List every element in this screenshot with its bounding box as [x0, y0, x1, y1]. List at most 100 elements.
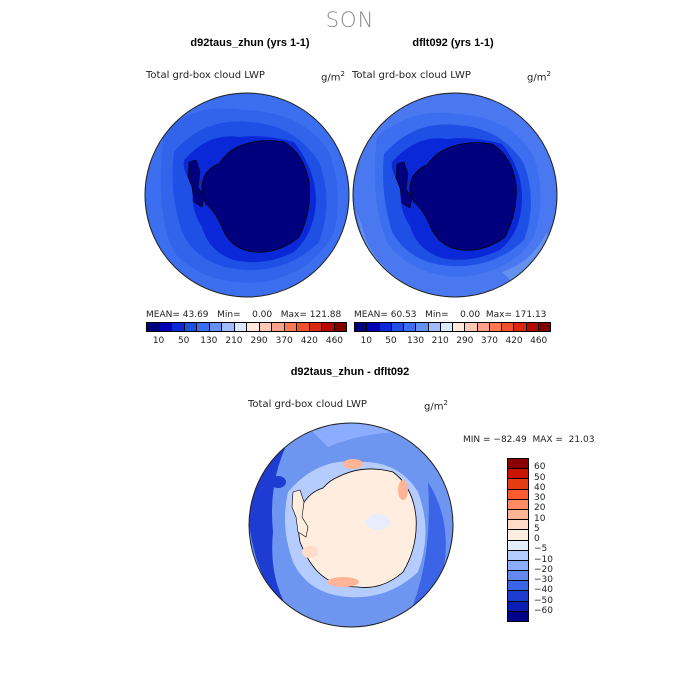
colorbar-swatch: [197, 323, 210, 331]
colorbar-tick-label: 60: [534, 462, 546, 473]
colorbar-swatch: [508, 489, 528, 500]
colorbar-swatch: [477, 323, 490, 331]
colorbar-tick-label: 20: [534, 503, 546, 514]
panel2-units: g/m2: [527, 70, 551, 84]
colorbar-tick-label: 460: [530, 336, 548, 346]
colorbar-swatch: [234, 323, 247, 331]
colorbar-swatch: [297, 323, 310, 331]
colorbar-swatch: [379, 323, 392, 331]
panel1-mean: 43.69: [182, 310, 209, 320]
colorbar-tick-label: 50: [534, 472, 546, 483]
colorbar-swatch: [502, 323, 515, 331]
colorbar-tick-label: 40: [534, 482, 546, 493]
colorbar-swatch: [272, 323, 285, 331]
colorbar-swatch: [184, 323, 197, 331]
colorbar-swatch: [508, 591, 528, 602]
colorbar-swatch: [428, 323, 441, 331]
panel2-variable-label: Total grd-box cloud LWP: [352, 70, 471, 81]
colorbar-swatch: [355, 323, 368, 331]
colorbar-swatch: [159, 323, 172, 331]
colorbar-tick-label: 0: [534, 534, 540, 544]
colorbar-swatch: [440, 323, 453, 331]
panel1-stats: MEAN= 43.69 Min= 0.00 Max= 121.88: [146, 310, 342, 320]
panel1-variable-label: Total grd-box cloud LWP: [146, 70, 265, 81]
diff-map: [248, 422, 454, 628]
panel2-colorbar-ticks: 10 50 130 210 290 370 420 460: [354, 336, 551, 348]
colorbar-swatch: [538, 323, 550, 331]
colorbar-swatch: [209, 323, 222, 331]
diff-variable-label: Total grd-box cloud LWP: [248, 399, 367, 410]
colorbar-swatch: [404, 323, 417, 331]
colorbar-swatch: [508, 540, 528, 551]
colorbar-tick-label: −5: [534, 544, 548, 555]
panel2-title: dflt092 (yrs 1-1): [412, 37, 494, 49]
colorbar-tick-label: 10: [360, 336, 373, 346]
colorbar-swatch: [508, 530, 528, 541]
colorbar-tick-label: 5: [534, 523, 540, 534]
colorbar-tick-label: 30: [534, 493, 546, 503]
colorbar-swatch: [147, 323, 160, 331]
colorbar-swatch: [508, 611, 528, 621]
colorbar-swatch: [508, 571, 528, 582]
panel1-units: g/m2: [321, 70, 345, 84]
colorbar-tick-label: 210: [225, 336, 243, 346]
colorbar-tick-label: −60: [534, 605, 553, 616]
panel1-title: d92taus_zhun (yrs 1-1): [190, 37, 310, 49]
colorbar-swatch: [489, 323, 502, 331]
panel2-min: 0.00: [460, 310, 481, 320]
colorbar-tick-label: 460: [325, 336, 344, 346]
colorbar-swatch: [416, 323, 429, 331]
colorbar-swatch: [367, 323, 380, 331]
colorbar-swatch: [508, 581, 528, 592]
colorbar-swatch: [284, 323, 297, 331]
colorbar-tick-label: 210: [431, 336, 449, 346]
colorbar-swatch: [508, 601, 528, 612]
diff-colorbar-ticks: 60 50 40 30 20 10 5 0 −5 −10 −20 −30 −40 −50 −60: [534, 458, 574, 622]
colorbar-tick-label: 50: [177, 336, 190, 346]
colorbar-swatch: [453, 323, 466, 331]
colorbar-swatch: [508, 499, 528, 510]
panel1-min: 0.00: [252, 310, 273, 320]
colorbar-tick-label: 420: [505, 336, 523, 346]
diff-title: d92taus_zhun - dflt092: [290, 366, 410, 378]
colorbar-swatch: [465, 323, 478, 331]
colorbar-tick-label: 420: [300, 336, 318, 346]
colorbar-swatch: [508, 459, 528, 470]
colorbar-tick-label: 10: [152, 336, 165, 346]
colorbar-tick-label: −30: [534, 575, 553, 585]
colorbar-swatch: [508, 469, 528, 480]
panel2-mean: 60.53: [390, 310, 417, 320]
colorbar-tick-label: −40: [534, 585, 553, 596]
season-title: SON: [325, 8, 375, 32]
colorbar-tick-label: 290: [250, 336, 268, 346]
colorbar-swatch: [247, 323, 260, 331]
diff-units: g/m2: [424, 399, 448, 413]
colorbar-swatch: [172, 323, 185, 331]
panel2-map: [352, 92, 558, 298]
colorbar-tick-label: 290: [456, 336, 474, 346]
colorbar-tick-label: 130: [406, 336, 425, 346]
colorbar-swatch: [508, 550, 528, 561]
colorbar-swatch: [259, 323, 272, 331]
colorbar-swatch: [309, 323, 322, 331]
colorbar-tick-label: −10: [534, 554, 553, 565]
panel2-colorbar: [354, 322, 551, 332]
diff-colorbar: [507, 458, 529, 622]
panel2-max: 171.13: [514, 310, 547, 320]
panel1-colorbar: [146, 322, 347, 332]
colorbar-swatch: [508, 509, 528, 521]
colorbar-swatch: [322, 323, 335, 331]
colorbar-swatch: [508, 520, 528, 531]
colorbar-swatch: [508, 479, 528, 490]
panel2-stats: MEAN= 60.53 Min= 0.00 Max= 171.13: [354, 310, 547, 320]
diff-minmax: MIN = −82.49 MAX = 21.03: [463, 435, 595, 445]
colorbar-swatch: [526, 323, 539, 331]
colorbar-tick-label: −50: [534, 595, 553, 606]
colorbar-swatch: [391, 323, 404, 331]
colorbar-tick-label: 370: [480, 336, 499, 346]
panel1-max: 121.88: [309, 310, 342, 320]
panel1-colorbar-ticks: 10 50 130 210 290 370 420 460: [146, 336, 347, 348]
colorbar-swatch: [514, 323, 527, 331]
colorbar-swatch: [334, 323, 346, 331]
colorbar-tick-label: 130: [200, 336, 218, 346]
